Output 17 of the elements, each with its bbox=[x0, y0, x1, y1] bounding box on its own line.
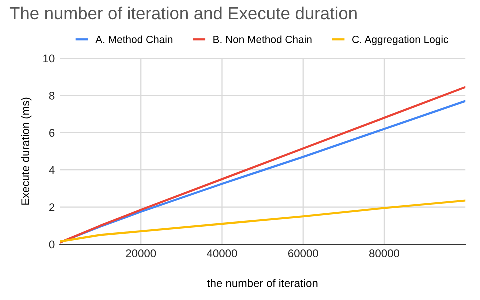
x-tick-label: 20000 bbox=[126, 250, 156, 258]
chart-title: The number of iteration and Execute duration bbox=[10, 6, 357, 20]
legend-label: B. Non Method Chain bbox=[214, 36, 312, 44]
line-series bbox=[60, 200, 466, 243]
y-tick-label: 0 bbox=[49, 240, 55, 249]
x-axis-title: the number of iteration bbox=[207, 279, 318, 288]
legend-label: C. Aggregation Logic bbox=[352, 36, 448, 46]
legend-label: A. Method Chain bbox=[96, 36, 173, 44]
y-tick-label: 8 bbox=[49, 92, 55, 100]
x-tick-label: 40000 bbox=[207, 250, 238, 258]
y-tick-label: 4 bbox=[49, 166, 55, 174]
y-tick-label: 10 bbox=[44, 54, 55, 63]
y-axis-title: Execute duration (ms) bbox=[21, 98, 32, 205]
x-tick-label: 80000 bbox=[370, 250, 400, 258]
x-tick-label: 60000 bbox=[288, 250, 318, 258]
y-tick-label: 6 bbox=[50, 129, 55, 138]
y-tick-label: 2 bbox=[50, 204, 55, 212]
